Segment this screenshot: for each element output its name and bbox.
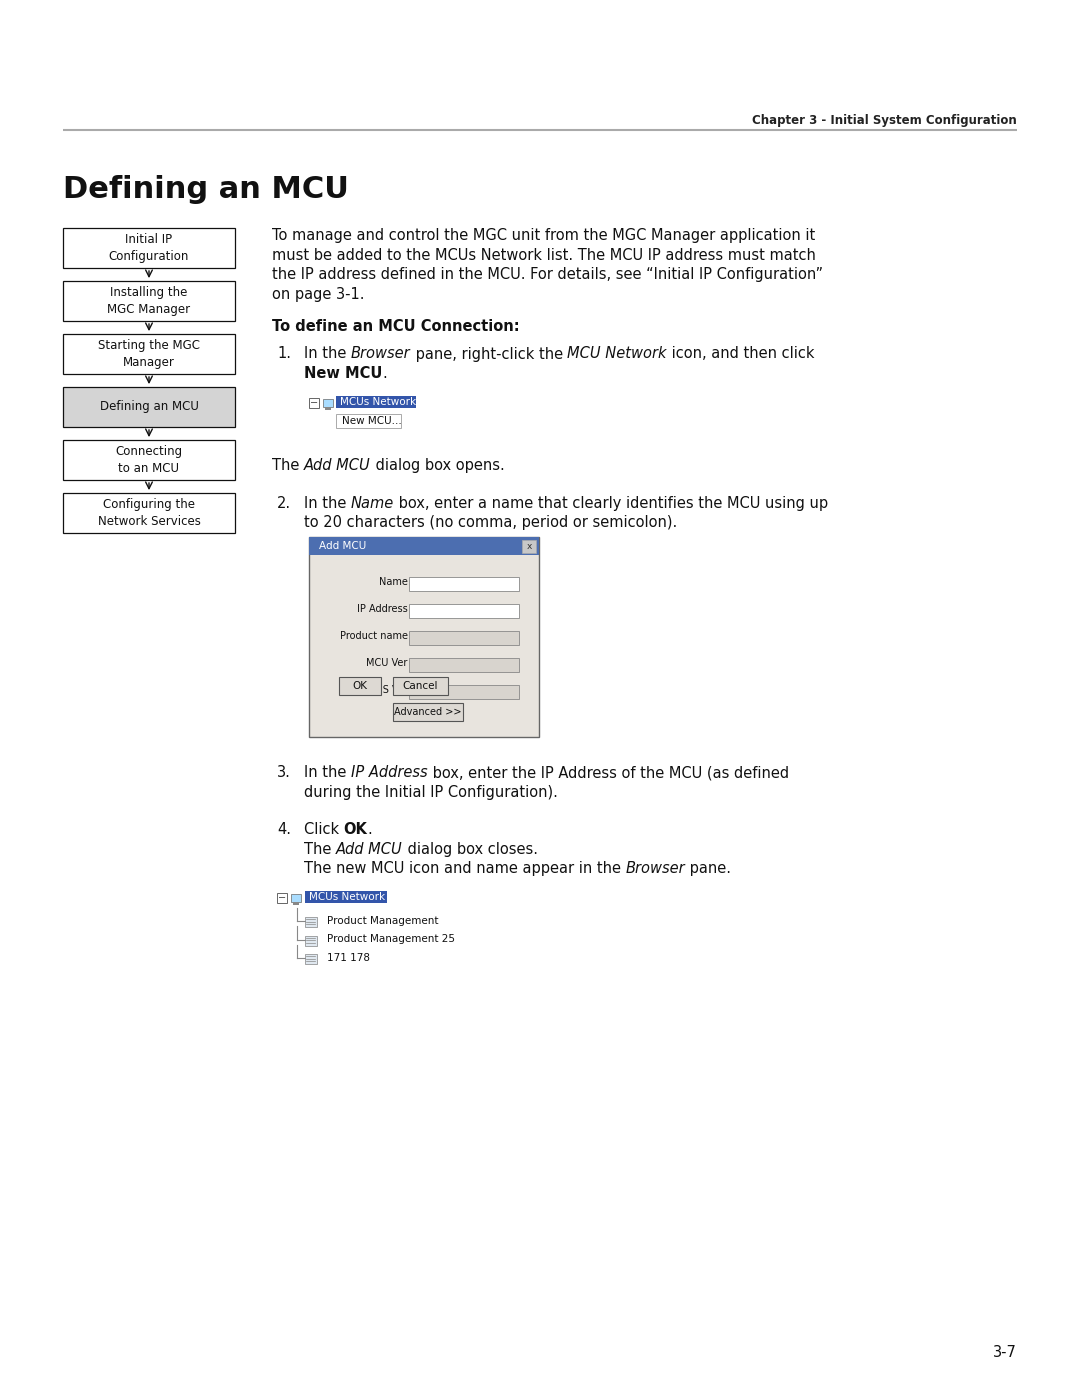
Bar — [325, 407, 330, 409]
Text: Configuring the
Network Services: Configuring the Network Services — [97, 497, 201, 528]
Text: Starting the MGC
Manager: Starting the MGC Manager — [98, 339, 200, 369]
Text: dialog box closes.: dialog box closes. — [403, 841, 538, 856]
Text: The: The — [303, 841, 336, 856]
Bar — [63, 440, 235, 481]
Bar — [305, 936, 318, 946]
Text: In the: In the — [303, 496, 351, 510]
Bar — [409, 577, 519, 591]
Text: 3-7: 3-7 — [994, 1345, 1017, 1361]
Text: Defining an MCU: Defining an MCU — [63, 175, 349, 204]
Bar — [305, 954, 318, 964]
Text: must be added to the MCUs Network list. The MCU IP address must match: must be added to the MCUs Network list. … — [272, 247, 815, 263]
Text: Product Management 25: Product Management 25 — [327, 935, 455, 944]
Text: In the: In the — [303, 346, 351, 362]
Text: MCU Network: MCU Network — [567, 346, 666, 362]
Bar — [409, 604, 519, 617]
Bar — [323, 400, 333, 407]
Bar — [63, 493, 235, 534]
Text: In the: In the — [303, 766, 351, 780]
Text: icon, and then click: icon, and then click — [666, 346, 814, 362]
Text: Product name :: Product name : — [339, 631, 414, 641]
Bar — [409, 658, 519, 672]
Bar — [409, 631, 519, 645]
Text: The: The — [272, 458, 303, 474]
Text: pane, right-click the: pane, right-click the — [410, 346, 567, 362]
Text: MCU Ver :: MCU Ver : — [366, 658, 414, 668]
Text: dialog box opens.: dialog box opens. — [370, 458, 504, 474]
Text: MCUs Network: MCUs Network — [309, 893, 386, 902]
Bar — [291, 894, 301, 902]
Text: Chapter 3 - Initial System Configuration: Chapter 3 - Initial System Configuration — [753, 115, 1017, 127]
Bar — [63, 281, 235, 321]
Bar — [336, 414, 401, 427]
Text: 171 178: 171 178 — [327, 953, 370, 963]
Text: New MCU: New MCU — [303, 366, 382, 381]
Text: pane.: pane. — [685, 861, 731, 876]
Bar — [63, 334, 235, 374]
Bar — [336, 395, 416, 408]
Text: OK: OK — [352, 680, 367, 692]
Text: −: − — [278, 893, 286, 902]
Text: box, enter a name that clearly identifies the MCU using up: box, enter a name that clearly identifie… — [394, 496, 828, 510]
Text: To manage and control the MGC unit from the MGC Manager application it: To manage and control the MGC unit from … — [272, 228, 815, 243]
Text: Name :: Name : — [379, 577, 414, 587]
Text: Click: Click — [303, 821, 343, 837]
Bar — [309, 398, 319, 408]
Text: during the Initial IP Configuration).: during the Initial IP Configuration). — [303, 785, 558, 799]
Text: Browser: Browser — [351, 346, 410, 362]
Bar — [276, 883, 497, 972]
Text: New MCU...: New MCU... — [342, 416, 402, 426]
Text: Add MCU: Add MCU — [336, 841, 403, 856]
Text: To define an MCU Connection:: To define an MCU Connection: — [272, 319, 519, 334]
Text: box, enter the IP Address of the MCU (as defined: box, enter the IP Address of the MCU (as… — [428, 766, 788, 780]
Text: Add MCU: Add MCU — [303, 458, 370, 474]
Text: IP Address: IP Address — [351, 766, 428, 780]
Bar — [409, 685, 519, 698]
Text: to 20 characters (no comma, period or semicolon).: to 20 characters (no comma, period or se… — [303, 515, 677, 529]
Bar — [339, 678, 381, 694]
Text: .: . — [367, 821, 373, 837]
Bar — [393, 678, 448, 694]
Text: OK: OK — [343, 821, 367, 837]
Bar — [293, 902, 299, 905]
Bar — [276, 893, 287, 902]
Text: Add MCU: Add MCU — [319, 541, 366, 550]
Text: 1.: 1. — [276, 346, 291, 362]
Bar — [305, 891, 387, 902]
Bar — [393, 703, 463, 721]
Text: MCMS Ver :: MCMS Ver : — [359, 685, 414, 694]
Bar — [305, 916, 318, 928]
Text: Product Management: Product Management — [327, 916, 438, 926]
Text: 4.: 4. — [276, 821, 291, 837]
Text: Name: Name — [351, 496, 394, 510]
Bar — [309, 388, 464, 439]
Text: 3.: 3. — [276, 766, 291, 780]
Text: the IP address defined in the MCU. For details, see “Initial IP Configuration”: the IP address defined in the MCU. For d… — [272, 267, 823, 282]
Text: IP Address :: IP Address : — [356, 604, 414, 615]
Text: MCUs Network: MCUs Network — [340, 397, 416, 407]
Text: The new MCU icon and name appear in the: The new MCU icon and name appear in the — [303, 861, 625, 876]
Bar — [63, 387, 235, 427]
Text: .: . — [382, 366, 387, 381]
Text: Initial IP
Configuration: Initial IP Configuration — [109, 233, 189, 263]
Text: x: x — [526, 542, 531, 550]
Text: Connecting
to an MCU: Connecting to an MCU — [116, 446, 183, 475]
Bar — [309, 536, 539, 738]
Text: Browser: Browser — [625, 861, 685, 876]
Text: Advanced >>: Advanced >> — [394, 707, 462, 717]
Text: Defining an MCU: Defining an MCU — [99, 401, 199, 414]
Text: Cancel: Cancel — [403, 680, 438, 692]
Text: Installing the
MGC Manager: Installing the MGC Manager — [107, 286, 190, 316]
Bar — [522, 539, 536, 552]
Text: −: − — [310, 398, 319, 408]
Text: on page 3-1.: on page 3-1. — [272, 286, 365, 302]
Bar — [63, 228, 235, 268]
Bar — [309, 536, 539, 555]
Text: 2.: 2. — [276, 496, 292, 510]
